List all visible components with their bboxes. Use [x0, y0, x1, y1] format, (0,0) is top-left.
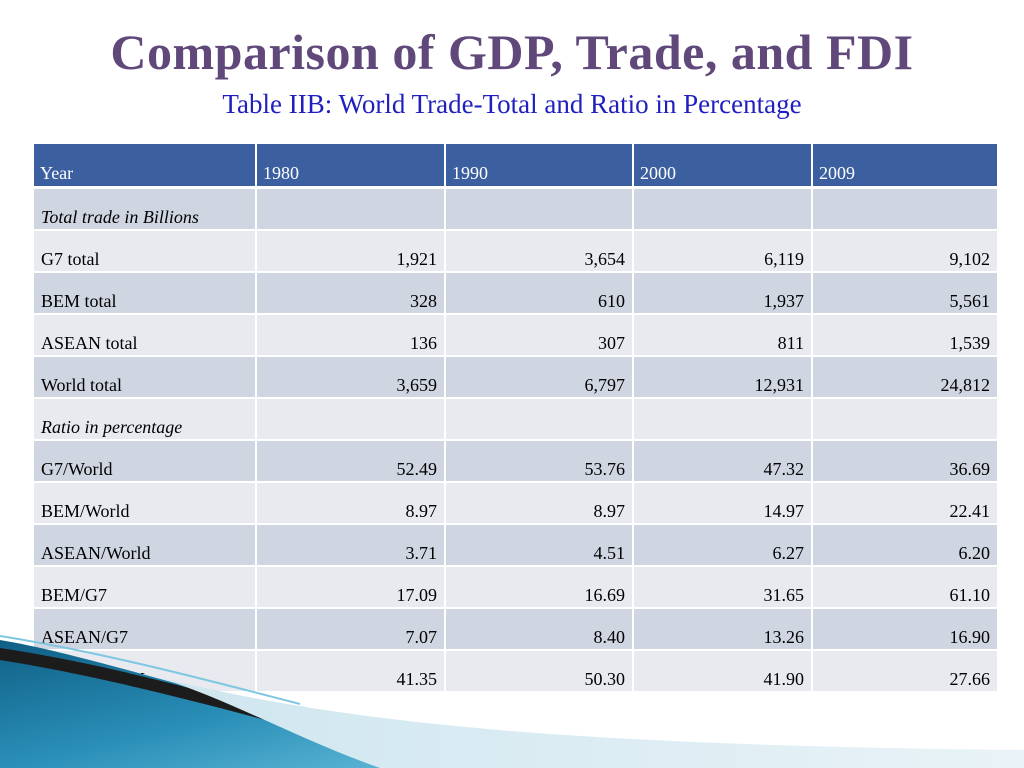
- row-label: BEM total: [34, 272, 257, 315]
- cell: 5,561: [812, 272, 999, 315]
- table-row: G7/World 52.49 53.76 47.32 36.69: [34, 440, 999, 483]
- cell: 41.90: [633, 650, 813, 693]
- row-label: World total: [34, 356, 257, 399]
- header-1980: 1980: [256, 144, 446, 189]
- cell: 17.09: [256, 566, 446, 609]
- cell: 6.20: [812, 524, 999, 567]
- cell: 14.97: [633, 482, 813, 525]
- header-2009: 2009: [812, 144, 999, 189]
- cell: 1,921: [256, 230, 446, 273]
- table-row: BEM/World 8.97 8.97 14.97 22.41: [34, 482, 999, 525]
- cell: 53.76: [445, 440, 634, 483]
- cell: 1,539: [812, 314, 999, 357]
- row-label: ASEAN total: [34, 314, 257, 357]
- slide-title: Comparison of GDP, Trade, and FDI: [110, 24, 914, 80]
- row-label: Ratio in percentage: [34, 398, 257, 441]
- cell: [812, 398, 999, 441]
- row-label: ASEAN/World: [34, 524, 257, 567]
- cell: 24,812: [812, 356, 999, 399]
- table-row: ASEAN/World 3.71 4.51 6.27 6.20: [34, 524, 999, 567]
- cell: 610: [445, 272, 634, 315]
- cell: 9,102: [812, 230, 999, 273]
- table-row: G7 total 1,921 3,654 6,119 9,102: [34, 230, 999, 273]
- cell: 328: [256, 272, 446, 315]
- table-row: BEM total 328 610 1,937 5,561: [34, 272, 999, 315]
- cell: 22.41: [812, 482, 999, 525]
- cell: 41.35: [256, 650, 446, 693]
- table-row: ASEAN/BEM 41.35 50.30 41.90 27.66: [34, 650, 999, 693]
- cell: 36.69: [812, 440, 999, 483]
- cell: 12,931: [633, 356, 813, 399]
- cell: 8.97: [445, 482, 634, 525]
- cell: [445, 398, 634, 441]
- cell: 6.27: [633, 524, 813, 567]
- cell: 16.90: [812, 608, 999, 651]
- cell: 4.51: [445, 524, 634, 567]
- swoosh-teal-shape: [0, 640, 560, 768]
- table-row: World total 3,659 6,797 12,931 24,812: [34, 356, 999, 399]
- cell: 811: [633, 314, 813, 357]
- cell: 47.32: [633, 440, 813, 483]
- cell: 7.07: [256, 608, 446, 651]
- cell: 3,654: [445, 230, 634, 273]
- table-row: Ratio in percentage: [34, 398, 999, 441]
- cell: 8.97: [256, 482, 446, 525]
- row-label: G7/World: [34, 440, 257, 483]
- header-2000: 2000: [633, 144, 813, 189]
- table-row: Total trade in Billions: [34, 187, 999, 231]
- cell: [633, 187, 813, 231]
- cell: [812, 187, 999, 231]
- cell: [445, 187, 634, 231]
- cell: 13.26: [633, 608, 813, 651]
- cell: 3,659: [256, 356, 446, 399]
- row-label: BEM/G7: [34, 566, 257, 609]
- cell: 136: [256, 314, 446, 357]
- table-row: ASEAN total 136 307 811 1,539: [34, 314, 999, 357]
- cell: 307: [445, 314, 634, 357]
- cell: 16.69: [445, 566, 634, 609]
- row-label: BEM/World: [34, 482, 257, 525]
- trade-table: Year 1980 1990 2000 2009 Total trade in …: [34, 144, 999, 693]
- cell: 52.49: [256, 440, 446, 483]
- table-row: ASEAN/G7 7.07 8.40 13.26 16.90: [34, 608, 999, 651]
- cell: [256, 187, 446, 231]
- cell: 1,937: [633, 272, 813, 315]
- row-label: Total trade in Billions: [34, 187, 257, 231]
- cell: [633, 398, 813, 441]
- table-header-row: Year 1980 1990 2000 2009: [34, 144, 999, 189]
- header-1990: 1990: [445, 144, 634, 189]
- row-label: ASEAN/G7: [34, 608, 257, 651]
- decorative-swoosh: [0, 635, 1024, 768]
- header-year: Year: [34, 144, 257, 189]
- cell: 6,797: [445, 356, 634, 399]
- slide-subtitle: Table IIB: World Trade-Total and Ratio i…: [222, 89, 802, 119]
- swoosh-pale-shape: [160, 678, 1024, 768]
- cell: 31.65: [633, 566, 813, 609]
- swoosh-highlight-line: [0, 635, 301, 705]
- cell: [256, 398, 446, 441]
- cell: 3.71: [256, 524, 446, 567]
- row-label: G7 total: [34, 230, 257, 273]
- cell: 61.10: [812, 566, 999, 609]
- cell: 8.40: [445, 608, 634, 651]
- cell: 6,119: [633, 230, 813, 273]
- cell: 27.66: [812, 650, 999, 693]
- cell: 50.30: [445, 650, 634, 693]
- table-row: BEM/G7 17.09 16.69 31.65 61.10: [34, 566, 999, 609]
